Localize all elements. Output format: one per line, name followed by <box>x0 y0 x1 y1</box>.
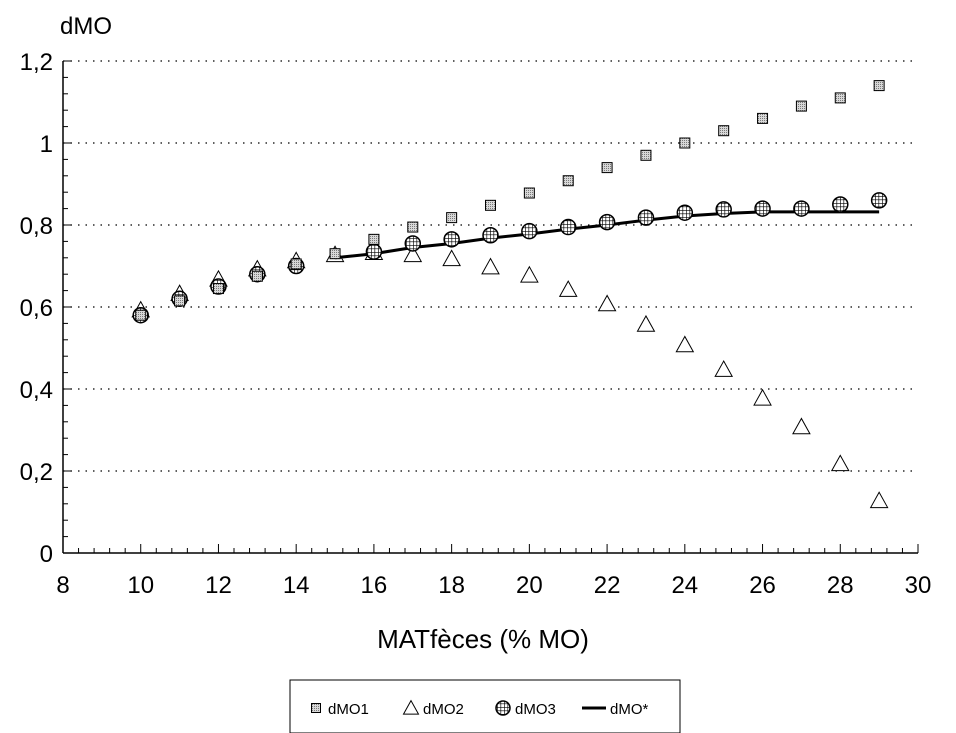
point-dMO3 <box>637 209 655 226</box>
y-tick-label: 0,8 <box>20 213 53 240</box>
point-dMO3 <box>559 218 577 236</box>
legend-label: dMO3 <box>515 701 556 718</box>
tick-labels: 0 0,2 0,4 0,6 0,8 1 1,2 8 10 12 14 16 18 20 22 24 26 28 30 <box>20 49 932 599</box>
y-axis-label: dMO <box>60 13 112 40</box>
point-dMO3 <box>365 243 383 260</box>
legend-label: dMO2 <box>423 701 464 718</box>
x-tick-label: 12 <box>205 572 232 599</box>
series-dMO1 <box>135 80 885 321</box>
legend-marker-dMO2 <box>402 699 420 715</box>
x-tick-label: 26 <box>749 572 776 599</box>
point-dMO1 <box>718 125 730 137</box>
legend-box <box>289 679 681 733</box>
x-tick-label: 16 <box>361 572 388 599</box>
point-dMO1 <box>368 233 380 245</box>
point-dMO2 <box>636 314 656 332</box>
legend-item: dMO3 <box>495 700 556 718</box>
x-tick-label: 28 <box>827 572 854 599</box>
point-dMO3 <box>832 196 849 213</box>
point-dMO1 <box>329 248 341 260</box>
gridlines <box>63 60 918 472</box>
point-dMO2 <box>481 257 500 275</box>
point-dMO2 <box>675 335 695 353</box>
point-dMO1 <box>135 309 147 321</box>
point-dMO3 <box>715 201 732 218</box>
point-dMO2 <box>442 249 461 267</box>
x-tick-label: 18 <box>438 572 465 599</box>
x-tick-label: 20 <box>516 572 543 599</box>
point-dMO3 <box>521 222 538 240</box>
point-dMO1 <box>640 149 652 161</box>
x-tick-label: 24 <box>671 572 698 599</box>
legend-marker-dMO3 <box>495 700 511 716</box>
x-tick-label: 8 <box>56 572 69 599</box>
point-dMO1 <box>485 199 496 211</box>
data-series <box>131 80 889 509</box>
y-tick-label: 1,2 <box>20 49 53 76</box>
point-dMO2 <box>558 280 578 297</box>
point-dMO1 <box>873 80 885 92</box>
point-dMO1 <box>562 175 574 187</box>
point-dMO1 <box>407 221 419 233</box>
point-dMO1 <box>251 270 263 282</box>
series-dMO2 <box>131 243 889 509</box>
x-tick-label: 10 <box>127 572 154 599</box>
legend-item: dMO* <box>582 701 649 718</box>
y-tick-label: 0,4 <box>20 377 53 404</box>
legend-marker-dMO1 <box>311 703 321 713</box>
point-dMO3 <box>793 200 810 217</box>
point-dMO2 <box>403 245 423 263</box>
axes <box>62 60 919 554</box>
point-dMO2 <box>714 360 734 377</box>
point-dMO1 <box>834 92 846 104</box>
x-tick-label: 14 <box>283 572 310 599</box>
legend-label: dMO* <box>610 701 649 718</box>
point-dMO2 <box>597 294 617 312</box>
point-dMO3 <box>482 227 499 244</box>
point-dMO1 <box>446 212 458 224</box>
point-dMO2 <box>792 417 811 435</box>
y-tick-label: 0,6 <box>20 295 53 322</box>
x-tick-label: 30 <box>905 572 932 599</box>
legend: dMO1 dMO2 dMO3 dMO* <box>289 679 681 733</box>
legend-item: dMO2 <box>402 699 464 718</box>
point-dMO1 <box>290 258 302 270</box>
y-tick-label: 0 <box>40 541 53 568</box>
point-dMO1 <box>757 112 769 124</box>
point-dMO3 <box>676 204 694 221</box>
point-dMO3 <box>404 235 422 252</box>
point-dMO3 <box>598 213 616 231</box>
point-dMO3 <box>870 192 888 209</box>
point-dMO1 <box>601 162 613 174</box>
point-dMO2 <box>520 265 539 283</box>
y-tick-label: 1 <box>40 131 53 158</box>
point-dMO2 <box>830 454 850 472</box>
point-dMO3 <box>754 200 771 217</box>
y-tick-label: 0,2 <box>20 459 53 486</box>
point-dMO3 <box>443 231 460 248</box>
legend-item: dMO1 <box>311 701 369 718</box>
point-dMO2 <box>753 388 772 406</box>
point-dMO2 <box>869 491 889 509</box>
x-tick-label: 22 <box>594 572 621 599</box>
point-dMO1 <box>679 137 691 149</box>
point-dMO1 <box>795 100 807 112</box>
point-dMO1 <box>523 187 535 199</box>
legend-label: dMO1 <box>328 701 369 718</box>
point-dMO1 <box>212 283 224 295</box>
x-axis-label: MATfèces (% MO) <box>377 624 589 654</box>
point-dMO1 <box>174 295 186 307</box>
